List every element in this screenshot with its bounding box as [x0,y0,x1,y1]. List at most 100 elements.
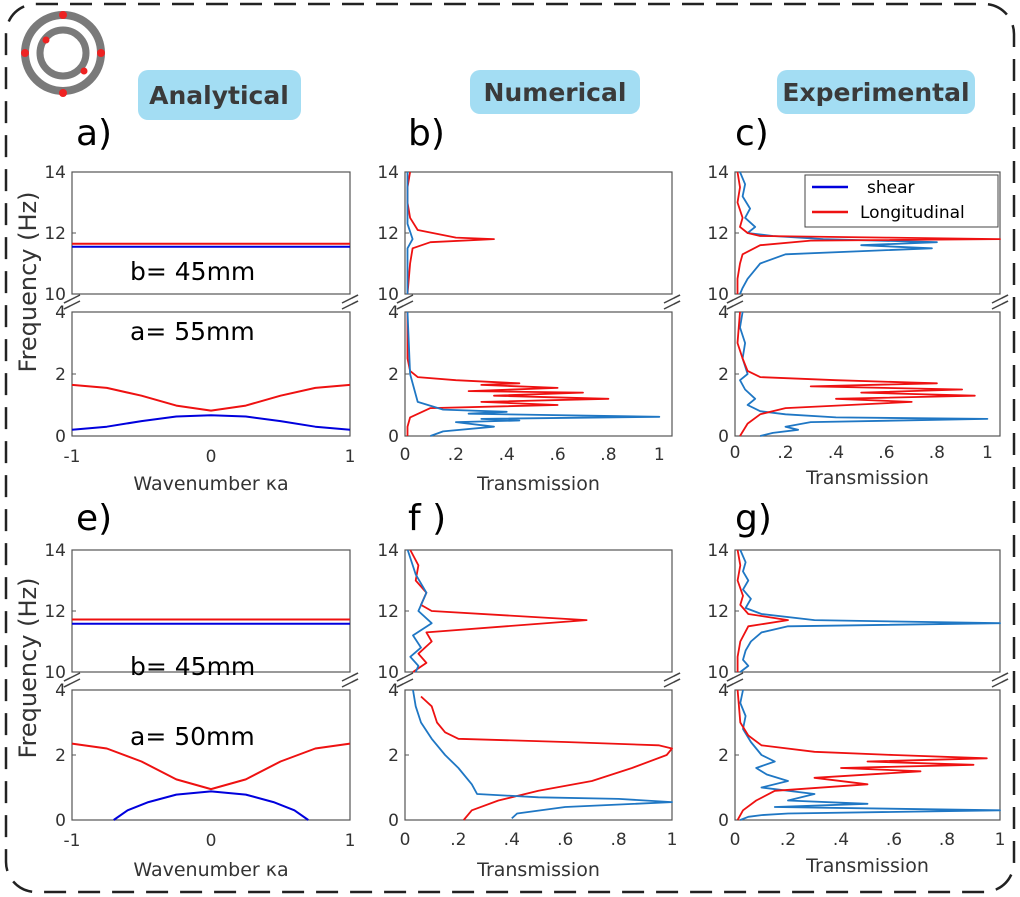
x-tick-label: .8 [600,445,616,465]
axis-break-gap [70,673,352,689]
x-tick-label: 0 [206,831,217,851]
panel-letter-c: c) [735,113,769,154]
axis-break-mark [396,294,414,304]
axis-break-mark [663,294,681,304]
y-axis-label-bottom: Frequency (Hz) [14,578,42,759]
header-numerical-label: Numerical [484,78,627,107]
axes-lower-g [734,689,1001,821]
y-tick-label: 0 [718,427,729,447]
axis-break-gap [733,673,1002,689]
axis-break-mark [396,672,414,682]
x-tick-label: .4 [828,443,844,463]
y-tick-label: 12 [44,224,66,244]
axis-break-mark [663,678,681,688]
legend-label-shear: shear [867,178,915,198]
y-tick-label: 0 [388,811,399,831]
annotation-text: a= 50mm [130,722,255,751]
x-tick-label: .4 [504,830,520,850]
y-tick-label: 4 [55,303,66,323]
header-numerical: Numerical [470,70,640,114]
y-tick-label: 2 [388,365,399,385]
axis-break-mark [63,678,81,688]
axis-break-mark [63,294,81,304]
x-tick-label: .6 [557,830,573,850]
x-tick-label: -1 [64,831,81,851]
y-tick-label: 10 [707,663,729,683]
x-tick-label: .4 [499,445,515,465]
axis-break-gap [403,295,674,311]
y-tick-label: 14 [377,541,399,561]
y-tick-label: 10 [44,285,66,305]
panel-letter-b: b) [408,113,445,154]
x-tick-label-zero: 0 [400,830,411,850]
axes-upper-g [734,549,1001,673]
outer-frame [4,2,1016,894]
x-tick-label: .2 [777,443,793,463]
x-tick-label: 1 [345,447,356,467]
x-tick-label-zero: 0 [730,443,741,463]
series-line-shear [71,414,351,431]
y-tick-label: 14 [707,541,729,561]
series-line-longitudinal [71,383,351,412]
axis-break-mark [63,672,81,682]
axes-upper-b [404,171,673,295]
y-tick-label: 14 [707,163,729,183]
header-experimental: Experimental [777,70,975,114]
x-tick-label: .8 [610,830,626,850]
x-tick-label: .2 [448,445,464,465]
axis-break-mark [726,678,744,688]
series-line-shear [406,549,673,820]
x-tick-label: 1 [982,443,993,463]
y-tick-label: 10 [377,663,399,683]
axis-break-mark [341,672,359,682]
x-tick-label: .6 [549,445,565,465]
axis-break-mark [991,672,1009,682]
y-tick-label: 10 [707,285,729,305]
y-tick-label: 12 [377,224,399,244]
header-analytical-label: Analytical [149,81,289,110]
series-line-shear [113,790,309,821]
x-tick-label: .6 [878,443,894,463]
y-tick-label: 14 [377,163,399,183]
x-tick-label-zero: 0 [730,830,741,850]
y-tick-label: 4 [718,303,729,323]
header-experimental-label: Experimental [782,78,969,107]
x-tick-label: 1 [995,830,1006,850]
y-tick-label: 0 [388,427,399,447]
y-tick-label: 0 [55,427,66,447]
axis-break-mark [726,294,744,304]
axis-break-mark [396,678,414,688]
axis-break-mark [726,300,744,310]
x-axis-label: Wavenumber κa [133,859,288,881]
y-tick-label: 14 [44,541,66,561]
concentric-rings-icon [21,11,105,97]
x-tick-label: -1 [64,447,81,467]
axes-lower-e [71,689,351,821]
axis-break-gap [70,295,352,311]
axis-break-gap [403,673,674,689]
x-tick-label: .2 [780,830,796,850]
x-tick-label: .4 [833,830,849,850]
x-tick-label: 1 [345,831,356,851]
x-tick-label: 1 [654,445,665,465]
y-axis-label-top: Frequency (Hz) [14,192,42,373]
axis-break-mark [341,678,359,688]
axis-break-mark [663,672,681,682]
y-tick-label: 0 [718,811,729,831]
x-axis-label: Transmission [476,859,600,881]
x-axis-label: Wavenumber κa [133,473,288,495]
y-tick-label: 4 [55,681,66,701]
x-tick-label: 0 [206,447,217,467]
axis-break-mark [663,300,681,310]
x-tick-label: 1 [667,830,678,850]
annotation-text: b= 45mm [130,257,255,286]
y-tick-label: 4 [388,303,399,323]
series-line-longitudinal [409,549,673,821]
y-tick-label: 12 [377,602,399,622]
legend-label-longitudinal: Longitudinal [860,203,965,223]
